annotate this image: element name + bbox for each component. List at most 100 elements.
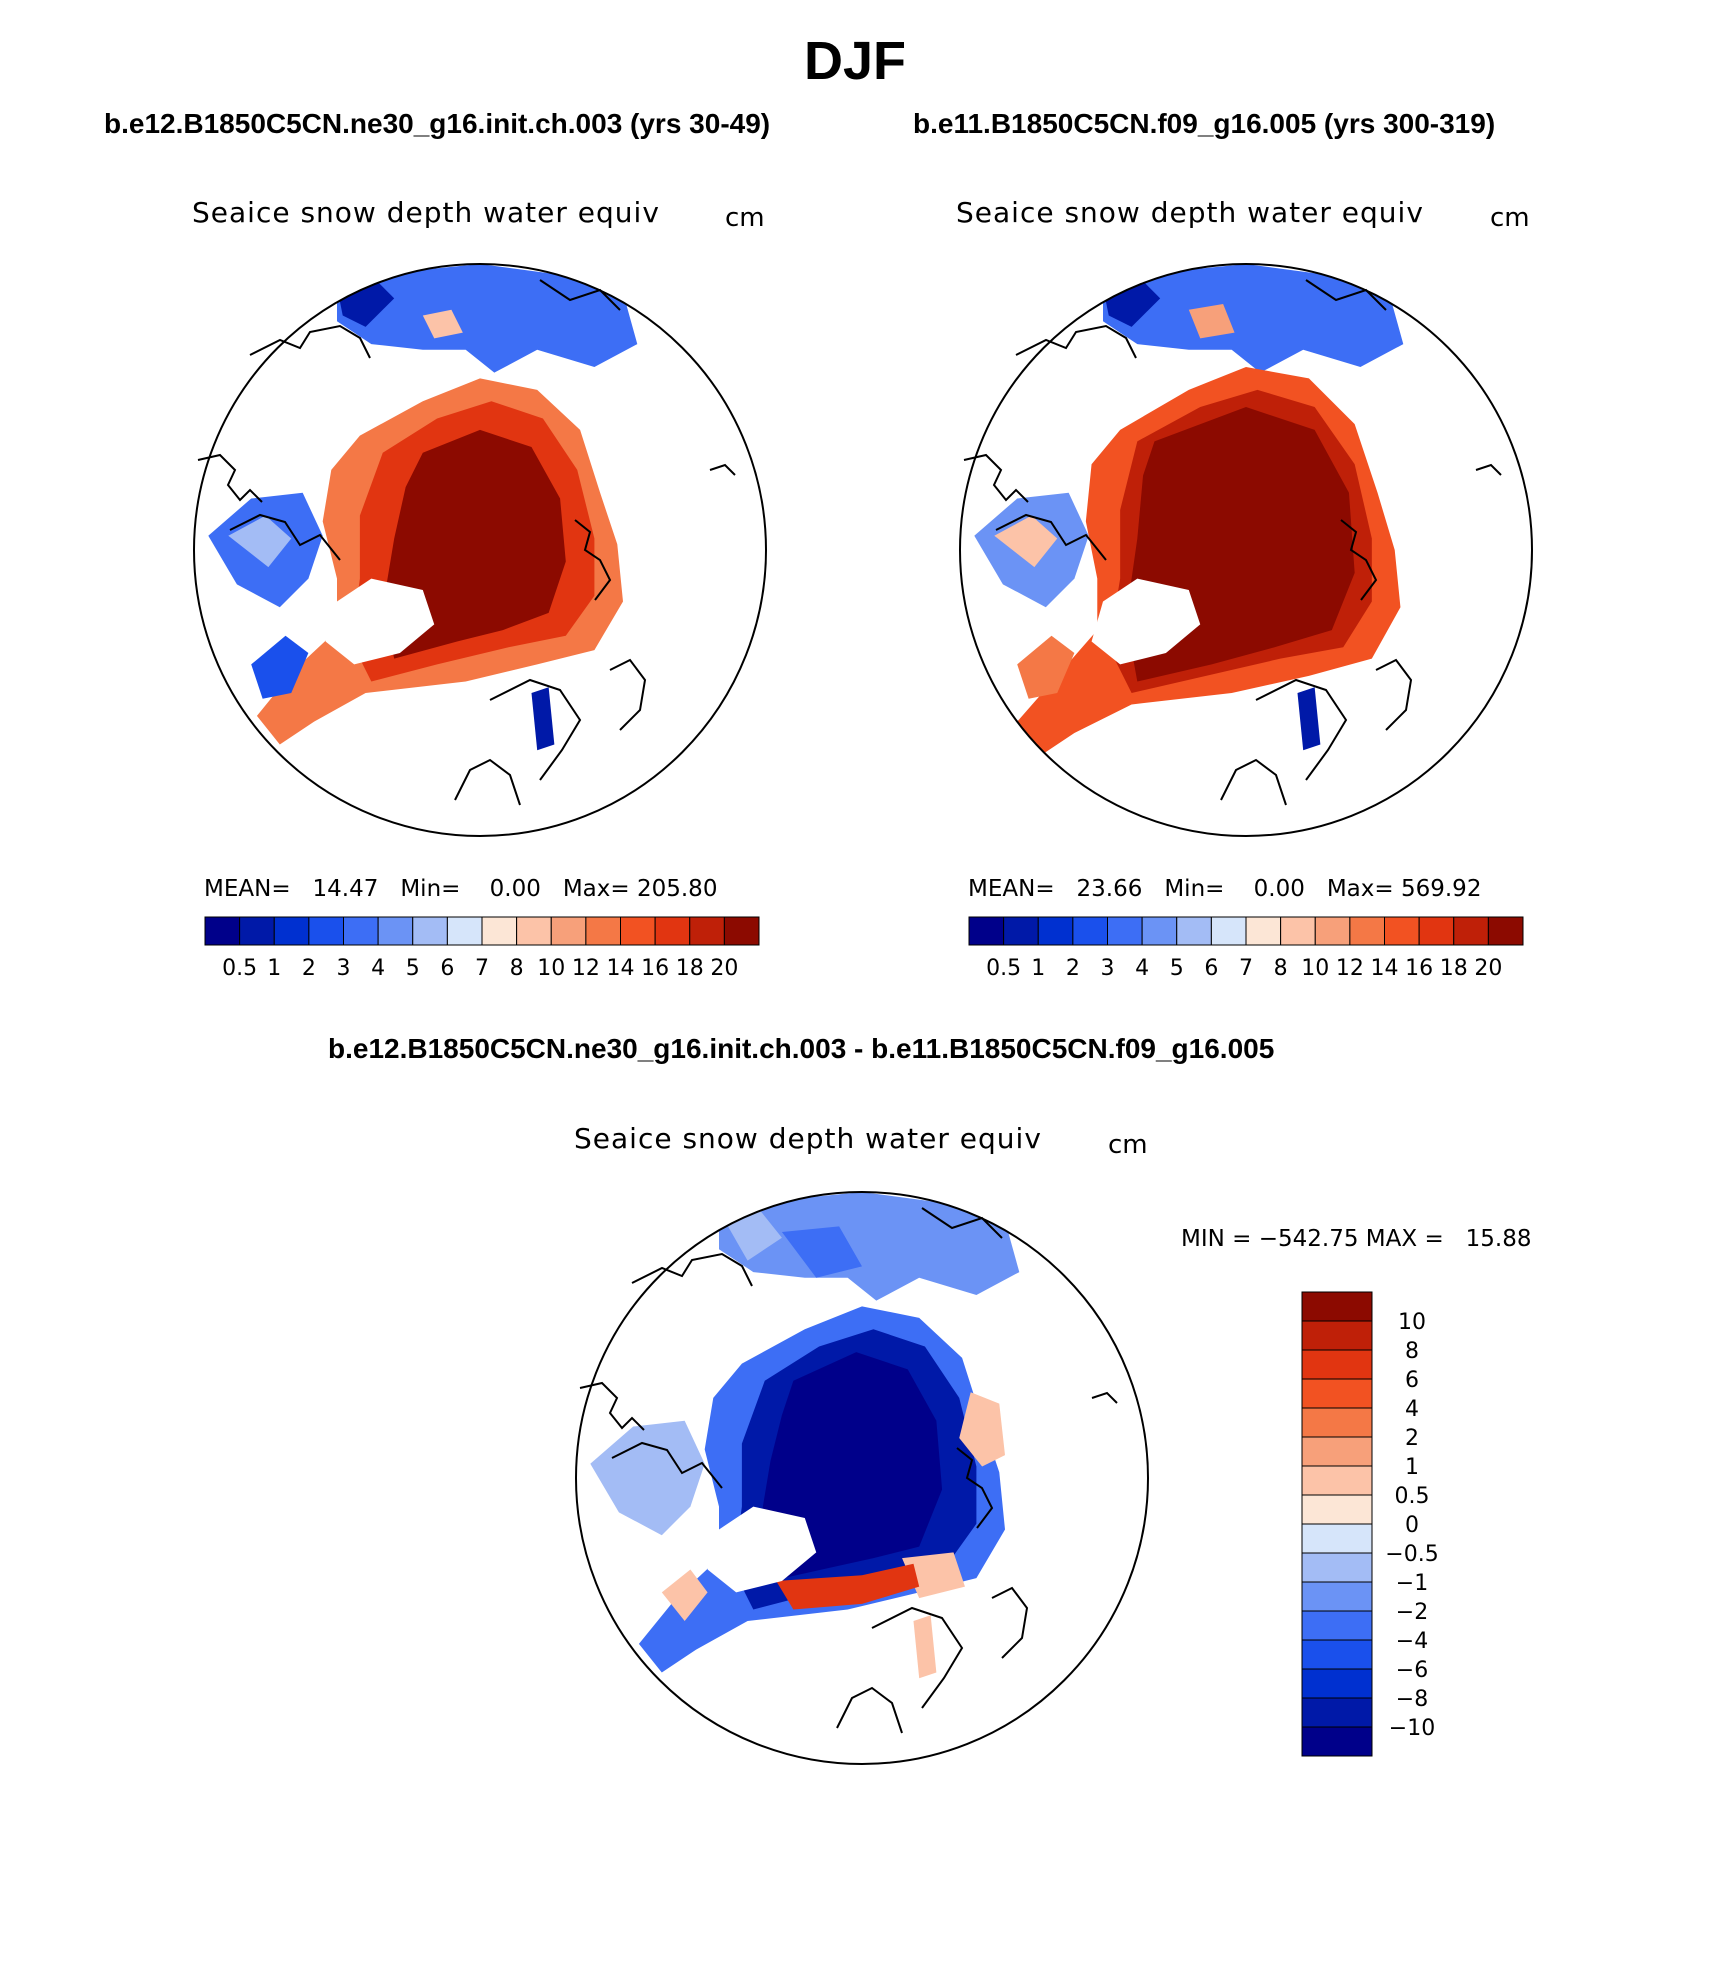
- left-mean-label: MEAN=: [204, 876, 291, 902]
- left-colorbar-tick-label: 7: [475, 956, 489, 981]
- left-colorbar-swatch: [446, 916, 483, 946]
- right-colorbar-swatch: [1245, 916, 1282, 946]
- left-colorbar-swatch: [550, 916, 587, 946]
- left-colorbar-tick-label: 1: [267, 956, 281, 981]
- greenland: [325, 578, 435, 665]
- left-colorbar-tick-label: 0.5: [222, 956, 257, 981]
- left-mean-value: 14.47: [312, 876, 379, 902]
- right-colorbar-tick-label: 4: [1135, 956, 1149, 981]
- right-colorbar-swatch: [968, 916, 1005, 946]
- right-colorbar-swatch: [1314, 916, 1351, 946]
- right-colorbar-swatch: [1418, 916, 1455, 946]
- right-mean-label: MEAN=: [968, 876, 1055, 902]
- right-colorbar-tick-label: 18: [1440, 956, 1468, 981]
- right-colorbar-swatch: [1107, 916, 1143, 946]
- right-colorbar-tick-label: 6: [1204, 956, 1218, 981]
- right-min-label: Min=: [1164, 876, 1225, 902]
- right-colorbar-swatch: [1072, 916, 1108, 946]
- right-colorbar-tick-label: 14: [1371, 956, 1399, 981]
- diff-colorbar-swatch: [1301, 1639, 1373, 1670]
- baltic-ice: [531, 687, 555, 751]
- left-colorbar-swatch: [620, 916, 656, 946]
- left-colorbar-tick-label: 2: [302, 956, 316, 981]
- diff-colorbar-tick-label: 6: [1405, 1368, 1419, 1393]
- right-colorbar-swatch: [1176, 916, 1212, 946]
- diff-colorbar-swatch: [1301, 1726, 1373, 1757]
- diff-colorbar-tick-label: 10: [1398, 1310, 1426, 1335]
- diff-plot-title: Seaice snow depth water equiv: [574, 1122, 1042, 1155]
- left-colorbar-tick-label: 3: [337, 956, 351, 981]
- diff-colorbar-swatch: [1301, 1291, 1373, 1322]
- diff-colorbar-tick-label: 4: [1405, 1397, 1419, 1422]
- left-colorbar-swatch: [585, 916, 621, 946]
- left-min-value: 0.00: [489, 876, 541, 902]
- right-polar-map: [959, 263, 1533, 837]
- hudson-ice: [251, 635, 309, 699]
- hudson-diff: [661, 1569, 708, 1621]
- left-stats: MEAN= 14.47 Min= 0.00 Max= 205.80: [204, 876, 717, 902]
- diff-min-label: MIN =: [1181, 1226, 1252, 1252]
- diff-colorbar-swatch: [1301, 1610, 1373, 1641]
- diff-colorbar-tick-label: −6: [1396, 1658, 1428, 1683]
- diff-colorbar-swatch: [1301, 1407, 1373, 1438]
- greenland: [1091, 578, 1201, 665]
- diff-colorbar-tick-label: −0.5: [1385, 1542, 1438, 1567]
- right-colorbar-swatch: [1037, 916, 1074, 946]
- bering-diff: [781, 1226, 862, 1278]
- right-colorbar-tick-label: 0.5: [986, 956, 1021, 981]
- diff-colorbar-tick-label: 0: [1405, 1513, 1419, 1538]
- left-colorbar-tick-label: 16: [641, 956, 669, 981]
- diff-colorbar-tick-label: 8: [1405, 1339, 1419, 1364]
- right-colorbar-tick-label: 12: [1336, 956, 1364, 981]
- right-case-title: b.e11.B1850C5CN.f09_g16.005 (yrs 300-319…: [913, 108, 1496, 139]
- left-colorbar-tick-label: 10: [537, 956, 565, 981]
- diff-units: cm: [1108, 1130, 1148, 1160]
- diff-colorbar-swatch: [1301, 1465, 1373, 1496]
- left-colorbar-tick-label: 18: [676, 956, 704, 981]
- pacific-diff-light: [724, 1209, 782, 1261]
- diff-case-title: b.e12.B1850C5CN.ne30_g16.init.ch.003 - b…: [328, 1033, 1275, 1064]
- diff-colorbar-swatch: [1301, 1494, 1373, 1525]
- right-colorbar-swatch: [1003, 916, 1039, 946]
- left-colorbar-tick-label: 5: [406, 956, 420, 981]
- left-plot-title: Seaice snow depth water equiv: [192, 196, 660, 229]
- diff-colorbar-tick-label: −2: [1396, 1600, 1428, 1625]
- right-colorbar-swatch: [1280, 916, 1316, 946]
- diff-colorbar-tick-label: 2: [1405, 1426, 1419, 1451]
- left-max-label: Max=: [562, 876, 630, 902]
- left-colorbar-swatch: [343, 916, 379, 946]
- left-colorbar-swatch: [273, 916, 310, 946]
- left-colorbar-tick-label: 14: [607, 956, 635, 981]
- greenland: [707, 1506, 817, 1593]
- bering-ice-light: [1188, 304, 1235, 339]
- diff-colorbar-tick-label: 1: [1405, 1455, 1419, 1480]
- right-colorbar-swatch: [1210, 916, 1247, 946]
- left-max-value: 205.80: [636, 876, 718, 902]
- right-min-value: 0.00: [1253, 876, 1305, 902]
- diff-colorbar-swatch: [1301, 1523, 1373, 1554]
- pacific-ice-edge: [1103, 264, 1404, 373]
- right-coastlines: [963, 279, 1502, 806]
- diff-colorbar-swatch: [1301, 1436, 1373, 1467]
- greenland-edge-positive: [776, 1563, 920, 1610]
- left-colorbar-tick-label: 12: [572, 956, 600, 981]
- right-colorbar-tick-label: 3: [1101, 956, 1115, 981]
- left-colorbar-swatch: [308, 916, 344, 946]
- right-colorbar-swatch: [1349, 916, 1385, 946]
- right-colorbar-tick-label: 2: [1066, 956, 1080, 981]
- right-map-boundary: [959, 263, 1533, 837]
- right-units: cm: [1490, 203, 1530, 233]
- barents-positive: [959, 1392, 1005, 1467]
- diff-colorbar-tick-label: −4: [1396, 1629, 1428, 1654]
- left-map-boundary: [193, 263, 767, 837]
- right-colorbar-tick-label: 10: [1301, 956, 1329, 981]
- diff-colorbar-tick-label: −1: [1396, 1571, 1428, 1596]
- left-colorbar-swatch: [516, 916, 552, 946]
- bering-ice-light: [422, 309, 463, 339]
- right-colorbar-tick-label: 5: [1170, 956, 1184, 981]
- left-colorbar-swatch: [412, 916, 448, 946]
- right-colorbar-tick-label: 8: [1274, 956, 1288, 981]
- right-stats: MEAN= 23.66 Min= 0.00 Max= 569.92: [968, 876, 1481, 902]
- right-colorbar-swatch: [1453, 916, 1489, 946]
- diff-max-label: MAX =: [1365, 1226, 1444, 1252]
